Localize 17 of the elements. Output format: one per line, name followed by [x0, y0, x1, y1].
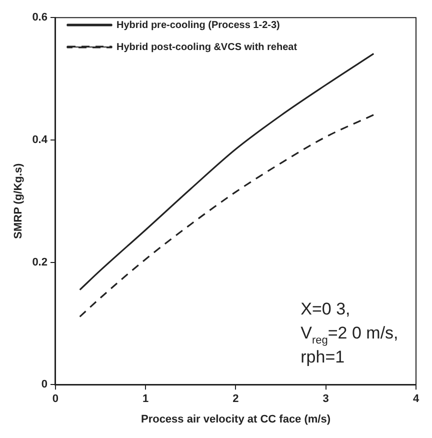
- x-tick-label: 3: [322, 393, 329, 406]
- y-tick-label: 0.2: [32, 256, 48, 268]
- y-tick-label: 0: [41, 378, 48, 391]
- annotation: X=0 3,: [300, 300, 350, 319]
- legend-label: Hybrid post-cooling &VCS with reheat: [116, 42, 298, 53]
- line-series: [79, 52, 374, 291]
- x-tick-label: 4: [412, 393, 420, 406]
- line-series: [79, 114, 374, 318]
- x-tick-label: 1: [142, 393, 149, 406]
- y-tick-label: 0.4: [32, 134, 48, 146]
- annotation: rph=1: [300, 348, 345, 367]
- y-tick-label: 0.6: [32, 12, 48, 24]
- legend-label: Hybrid pre-cooling (Process 1-2-3): [116, 20, 280, 31]
- x-axis-title: Process air velocity at CC face (m/s): [140, 413, 331, 426]
- x-tick-label: 2: [232, 393, 239, 406]
- x-tick-label: 0: [52, 393, 59, 406]
- y-axis-title: SMRP (g/Kg.s): [12, 162, 25, 239]
